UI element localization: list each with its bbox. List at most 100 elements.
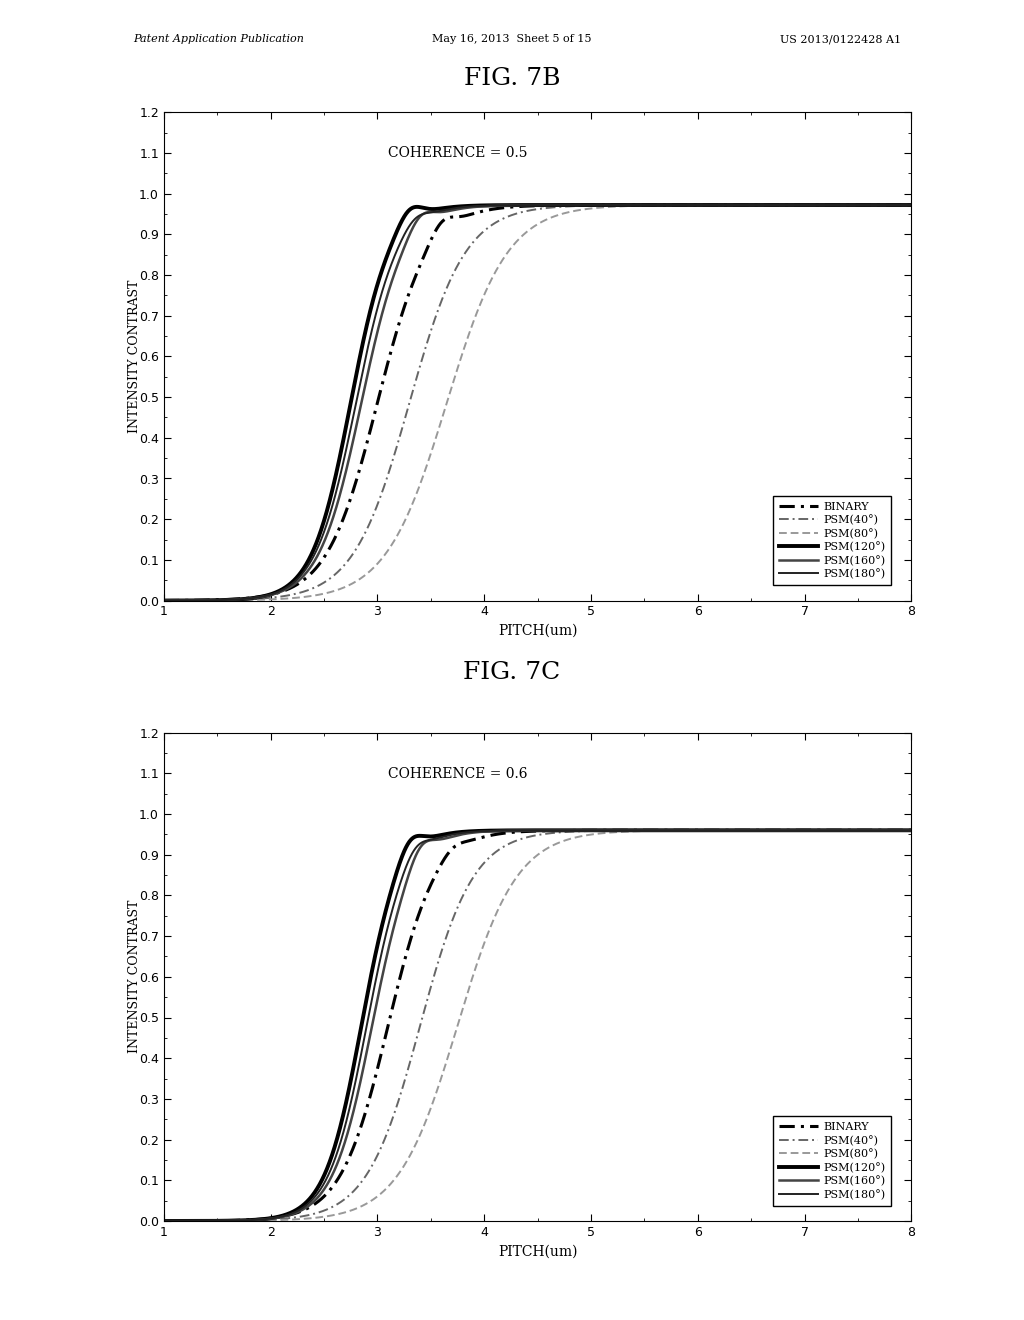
PSM(180°) (891, 197, 903, 213)
Line: PSM(160°): PSM(160°) (164, 830, 911, 1221)
PSM(160°) (444, 829, 457, 845)
PSM(120°) (158, 1213, 170, 1229)
PSM(180°) (891, 822, 903, 838)
PSM(120°) (891, 822, 903, 838)
PSM(80°) (477, 290, 489, 306)
PSM(160°) (444, 203, 457, 219)
PSM(40°) (810, 822, 822, 838)
PSM(180°) (905, 822, 918, 838)
PSM(180°) (444, 828, 457, 843)
PSM(160°) (288, 1206, 300, 1222)
PSM(40°) (444, 917, 457, 933)
PSM(180°) (243, 590, 255, 606)
X-axis label: PITCH(um): PITCH(um) (498, 624, 578, 638)
PSM(40°) (158, 1213, 170, 1229)
Text: US 2013/0122428 A1: US 2013/0122428 A1 (780, 34, 901, 45)
PSM(160°) (905, 197, 918, 213)
Line: PSM(80°): PSM(80°) (164, 205, 911, 601)
PSM(40°) (243, 1213, 255, 1229)
PSM(80°) (288, 590, 300, 606)
PSM(120°) (891, 197, 903, 213)
PSM(160°) (243, 1212, 255, 1228)
PSM(160°) (158, 593, 170, 609)
PSM(160°) (891, 822, 903, 838)
BINARY (288, 1206, 300, 1222)
Text: FIG. 7B: FIG. 7B (464, 67, 560, 90)
Y-axis label: INTENSITY CONTRAST: INTENSITY CONTRAST (128, 900, 141, 1053)
Legend: BINARY, PSM(40°), PSM(80°), PSM(120°), PSM(160°), PSM(180°): BINARY, PSM(40°), PSM(80°), PSM(120°), P… (773, 1115, 891, 1205)
PSM(180°) (810, 822, 822, 838)
PSM(180°) (243, 1212, 255, 1228)
Line: BINARY: BINARY (164, 830, 911, 1221)
PSM(160°) (243, 590, 255, 606)
BINARY (477, 829, 489, 845)
PSM(180°) (810, 197, 822, 213)
PSM(80°) (444, 1040, 457, 1056)
Text: COHERENCE = 0.6: COHERENCE = 0.6 (388, 767, 527, 781)
PSM(80°) (810, 197, 822, 213)
Line: PSM(180°): PSM(180°) (164, 830, 911, 1221)
PSM(80°) (891, 197, 903, 213)
PSM(120°) (810, 197, 822, 213)
BINARY (288, 578, 300, 594)
PSM(180°) (444, 201, 457, 216)
PSM(180°) (477, 824, 489, 840)
PSM(40°) (288, 586, 300, 602)
PSM(160°) (288, 577, 300, 593)
Line: PSM(180°): PSM(180°) (164, 205, 911, 601)
PSM(180°) (288, 1205, 300, 1221)
PSM(120°) (477, 198, 489, 214)
PSM(120°) (905, 822, 918, 838)
PSM(180°) (477, 198, 489, 214)
BINARY (905, 822, 918, 838)
PSM(40°) (905, 197, 918, 213)
BINARY (243, 1212, 255, 1228)
PSM(80°) (891, 822, 903, 838)
PSM(120°) (905, 197, 918, 213)
BINARY (444, 210, 457, 226)
PSM(80°) (158, 1213, 170, 1229)
PSM(160°) (477, 198, 489, 214)
Line: PSM(40°): PSM(40°) (164, 205, 911, 601)
BINARY (158, 1213, 170, 1229)
PSM(160°) (810, 822, 822, 838)
Line: BINARY: BINARY (164, 205, 911, 601)
PSM(40°) (810, 197, 822, 213)
PSM(120°) (158, 593, 170, 609)
BINARY (891, 197, 903, 213)
PSM(180°) (158, 1213, 170, 1229)
BINARY (243, 590, 255, 606)
Y-axis label: INTENSITY CONTRAST: INTENSITY CONTRAST (128, 280, 141, 433)
PSM(160°) (810, 197, 822, 213)
PSM(120°) (444, 199, 457, 215)
PSM(80°) (243, 593, 255, 609)
BINARY (810, 822, 822, 838)
Text: COHERENCE = 0.5: COHERENCE = 0.5 (388, 147, 527, 161)
PSM(80°) (158, 593, 170, 609)
PSM(80°) (288, 1212, 300, 1228)
PSM(40°) (477, 857, 489, 873)
PSM(120°) (810, 822, 822, 838)
PSM(40°) (158, 593, 170, 609)
PSM(120°) (288, 573, 300, 589)
PSM(160°) (905, 822, 918, 838)
Text: FIG. 7C: FIG. 7C (464, 661, 560, 684)
PSM(80°) (905, 197, 918, 213)
Line: PSM(120°): PSM(120°) (164, 205, 911, 601)
PSM(40°) (444, 272, 457, 288)
X-axis label: PITCH(um): PITCH(um) (498, 1245, 578, 1258)
PSM(40°) (288, 1209, 300, 1225)
PSM(120°) (243, 590, 255, 606)
PSM(180°) (158, 593, 170, 609)
Text: Patent Application Publication: Patent Application Publication (133, 34, 304, 45)
PSM(80°) (243, 1213, 255, 1229)
PSM(80°) (477, 939, 489, 954)
BINARY (891, 822, 903, 838)
Line: PSM(120°): PSM(120°) (164, 830, 911, 1221)
BINARY (905, 197, 918, 213)
PSM(80°) (444, 383, 457, 399)
PSM(80°) (905, 822, 918, 838)
PSM(160°) (477, 824, 489, 840)
Text: May 16, 2013  Sheet 5 of 15: May 16, 2013 Sheet 5 of 15 (432, 34, 592, 45)
BINARY (810, 197, 822, 213)
